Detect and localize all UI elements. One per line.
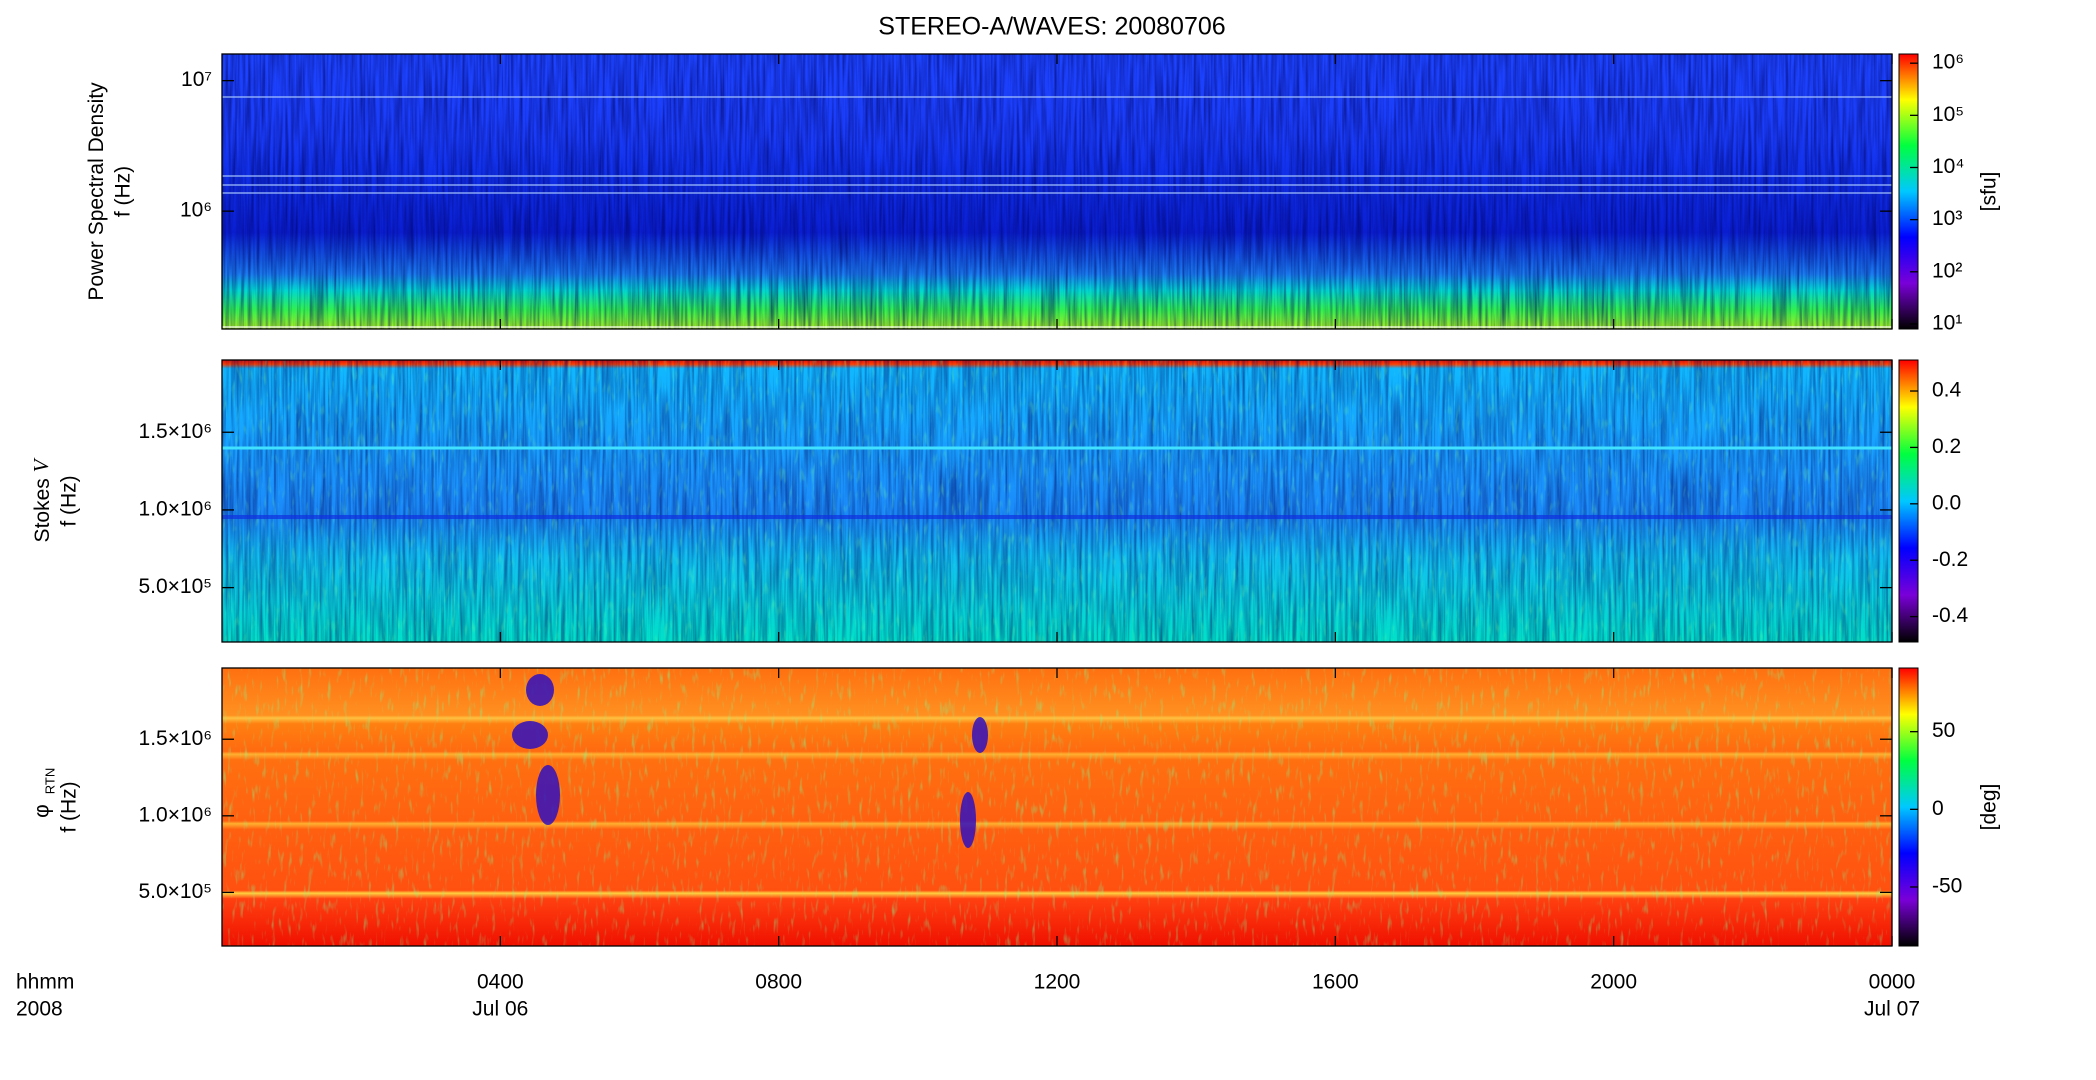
x-tick-label: 1200	[1034, 971, 1081, 994]
y-axis-label: Power Spectral Density	[85, 82, 108, 301]
x-tick-label: 2000	[1590, 971, 1637, 994]
y-axis-label-text: Stokes	[31, 478, 54, 542]
spectrogram-images	[222, 54, 1892, 946]
spectrogram-texture	[222, 360, 1892, 642]
y-tick-label: 10⁷	[181, 68, 212, 91]
x-tick-label: 1600	[1312, 971, 1359, 994]
colorbar-tick-label: -50	[1932, 875, 1962, 898]
colorbar-tick-label: 0.2	[1932, 435, 1961, 458]
spectrogram-blobs	[512, 674, 988, 848]
y-axis-unit: f (Hz)	[112, 166, 135, 217]
x-date-label: Jul 06	[472, 998, 528, 1021]
chart-title: STEREO-A/WAVES: 20080706	[878, 13, 1225, 41]
x-axis-year: 2008	[16, 998, 63, 1021]
colorbar-tick-label: 10⁵	[1932, 103, 1964, 126]
colorbar-label: [sfu]	[1978, 172, 2001, 212]
colorbar-tick-label: 10³	[1932, 207, 1962, 230]
colorbar-tick-label: 50	[1932, 719, 1955, 742]
colorbar-tick-label: 0.0	[1932, 491, 1961, 514]
colorbar-tick-label: -0.4	[1932, 604, 1969, 627]
colorbar-label: [deg]	[1978, 784, 2001, 831]
colorbar-tick-label: 10¹	[1932, 311, 1962, 334]
y-axis-label-subscript: RTN	[42, 768, 57, 794]
y-tick-label: 5.0×10⁵	[138, 880, 212, 903]
y-axis-label: φ	[31, 804, 54, 818]
x-tick-label: 0800	[755, 971, 802, 994]
y-axis-unit: f (Hz)	[58, 781, 81, 832]
y-tick-label: 1.5×10⁶	[139, 727, 212, 750]
colorbar-tick-label: 0.4	[1932, 379, 1962, 402]
colorbar	[1898, 53, 1919, 330]
x-tick-label: 0000	[1869, 971, 1916, 994]
y-tick-label: 5.0×10⁵	[138, 575, 212, 598]
y-axis-label-text: Power Spectral Density	[85, 82, 108, 301]
spectrogram-texture	[222, 54, 1892, 329]
y-axis-unit: f (Hz)	[58, 475, 81, 526]
y-tick-label: 1.0×10⁶	[139, 803, 212, 826]
colorbar-tick-label: 10⁶	[1932, 51, 1964, 74]
x-axis-label: hhmm	[16, 971, 74, 994]
colorbar-tick-label: -0.2	[1932, 548, 1968, 571]
y-axis-label-symbol: V	[29, 457, 53, 472]
spectrogram-texture	[222, 668, 1892, 946]
y-tick-label: 1.0×10⁶	[139, 497, 212, 520]
colorbar-tick-label: 10²	[1932, 259, 1962, 282]
colorbar-tick-label: 10⁴	[1932, 155, 1964, 178]
x-date-label: Jul 07	[1864, 998, 1920, 1021]
y-tick-label: 10⁶	[180, 199, 212, 222]
colorbar	[1898, 359, 1919, 643]
y-axis-label: Stokes V	[29, 457, 54, 542]
y-tick-label: 1.5×10⁶	[139, 420, 212, 443]
spectrogram-lines	[222, 96, 1892, 328]
x-tick-label: 0400	[477, 971, 524, 994]
colorbar-tick-label: 0	[1932, 797, 1944, 820]
colorbar	[1898, 667, 1919, 947]
